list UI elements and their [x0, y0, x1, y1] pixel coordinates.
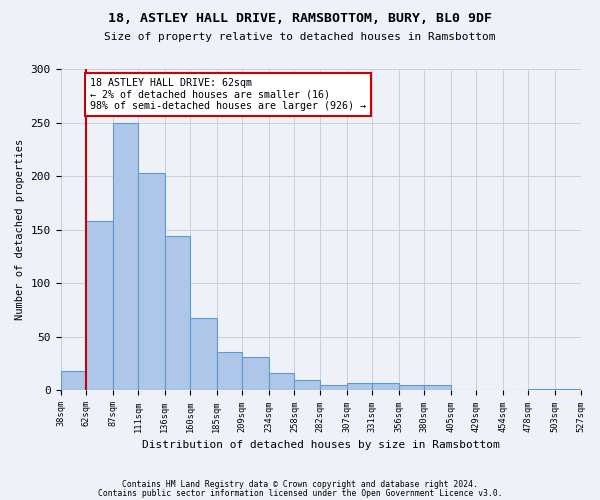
- Bar: [165, 236, 190, 390]
- Text: 18 ASTLEY HALL DRIVE: 62sqm
← 2% of detached houses are smaller (16)
98% of semi: 18 ASTLEY HALL DRIVE: 62sqm ← 2% of deta…: [91, 78, 367, 111]
- Bar: [372, 383, 398, 390]
- Bar: [424, 385, 451, 390]
- Bar: [347, 383, 372, 390]
- Text: 18, ASTLEY HALL DRIVE, RAMSBOTTOM, BURY, BL0 9DF: 18, ASTLEY HALL DRIVE, RAMSBOTTOM, BURY,…: [108, 12, 492, 26]
- Bar: [242, 357, 269, 390]
- Bar: [217, 352, 242, 391]
- Bar: [61, 371, 86, 390]
- Text: Contains HM Land Registry data © Crown copyright and database right 2024.: Contains HM Land Registry data © Crown c…: [122, 480, 478, 489]
- Bar: [320, 385, 347, 390]
- Bar: [269, 374, 295, 390]
- Text: Contains public sector information licensed under the Open Government Licence v3: Contains public sector information licen…: [98, 488, 502, 498]
- X-axis label: Distribution of detached houses by size in Ramsbottom: Distribution of detached houses by size …: [142, 440, 499, 450]
- Bar: [138, 173, 165, 390]
- Bar: [113, 122, 138, 390]
- Bar: [86, 221, 113, 390]
- Y-axis label: Number of detached properties: Number of detached properties: [15, 139, 25, 320]
- Bar: [295, 380, 320, 390]
- Bar: [190, 318, 217, 390]
- Text: Size of property relative to detached houses in Ramsbottom: Size of property relative to detached ho…: [104, 32, 496, 42]
- Bar: [398, 385, 424, 390]
